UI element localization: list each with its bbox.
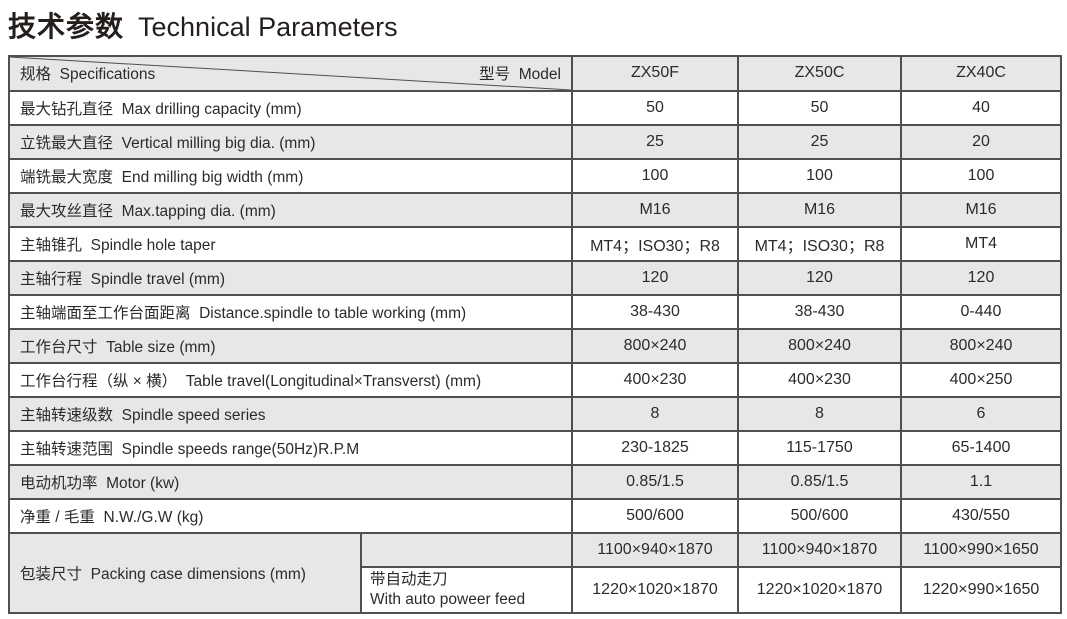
row-label: 主轴行程 Spindle travel (mm)	[8, 259, 573, 296]
cell-value: 1100×940×1870	[737, 531, 902, 568]
model-column-header-zx40c: ZX40C	[900, 54, 1062, 92]
cell-value: 120	[571, 259, 739, 296]
row-label: 工作台行程（纵 × 横） Table travel(Longitudinal×T…	[8, 361, 573, 398]
row-label: 最大钻孔直径 Max drilling capacity (mm)	[8, 89, 573, 126]
cell-value: 400×230	[737, 361, 902, 398]
cell-value: 6	[900, 395, 1062, 432]
table-row-max-drilling: 最大钻孔直径 Max drilling capacity (mm) 50 50 …	[8, 89, 1062, 126]
cell-value: 20	[900, 123, 1062, 160]
table-row-packing-autofeed: 带自动走刀 With auto poweer feed 1220×1020×18…	[9, 565, 1062, 614]
cell-value: 0.85/1.5	[737, 463, 902, 500]
table-row-speed-range: 主轴转速范围 Spindle speeds range(50Hz)R.P.M 2…	[8, 429, 1062, 466]
cell-value: 40	[900, 89, 1062, 126]
cell-value: 1220×1020×1870	[737, 565, 902, 614]
cell-value: 1100×940×1870	[571, 531, 739, 568]
row-label: 净重 / 毛重 N.W./G.W (kg)	[8, 497, 573, 534]
cell-value: 120	[900, 259, 1062, 296]
cell-value: 500/600	[737, 497, 902, 534]
table-row-speed-series: 主轴转速级数 Spindle speed series 8 8 6	[8, 395, 1062, 432]
cell-value: 1220×1020×1870	[571, 565, 739, 614]
row-label: 主轴锥孔 Spindle hole taper	[8, 225, 573, 262]
model-column-header-zx50c: ZX50C	[737, 54, 902, 92]
table-row-weight: 净重 / 毛重 N.W./G.W (kg) 500/600 500/600 43…	[8, 497, 1062, 534]
packing-row-label: 包装尺寸 Packing case dimensions (mm)	[8, 531, 362, 614]
table-row-motor: 电动机功率 Motor (kw) 0.85/1.5 0.85/1.5 1.1	[8, 463, 1062, 500]
row-label: 工作台尺寸 Table size (mm)	[8, 327, 573, 364]
cell-value: 50	[571, 89, 739, 126]
cell-value: 100	[571, 157, 739, 194]
cell-value: 120	[737, 259, 902, 296]
row-label: 主轴端面至工作台面距离 Distance.spindle to table wo…	[8, 293, 573, 330]
row-label: 主轴转速范围 Spindle speeds range(50Hz)R.P.M	[8, 429, 573, 466]
model-column-header-zx50f: ZX50F	[571, 54, 739, 92]
table-row-table-size: 工作台尺寸 Table size (mm) 800×240 800×240 80…	[8, 327, 1062, 364]
row-label: 主轴转速级数 Spindle speed series	[8, 395, 573, 432]
row-label: 端铣最大宽度 End milling big width (mm)	[8, 157, 573, 194]
specifications-label: 规格 Specifications	[20, 66, 156, 84]
cell-value: 100	[737, 157, 902, 194]
cell-value: M16	[737, 191, 902, 228]
packing-standard-sublabel-empty	[360, 531, 573, 568]
cell-value: M16	[900, 191, 1062, 228]
cell-value: 0.85/1.5	[571, 463, 739, 500]
cell-value: MT4	[900, 225, 1062, 262]
cell-value: 1.1	[900, 463, 1062, 500]
corner-cell: 规格 Specifications 型号 Model	[8, 54, 573, 92]
packing-autofeed-sublabel-en: With auto poweer feed	[370, 590, 526, 608]
cell-value: MT4；ISO30；R8	[737, 225, 902, 262]
cell-value: 1100×990×1650	[900, 531, 1062, 568]
table-row-spindle-taper: 主轴锥孔 Spindle hole taper MT4；ISO30；R8 MT4…	[8, 225, 1062, 262]
table-row-packing-standard: 包装尺寸 Packing case dimensions (mm) 1100×9…	[8, 531, 1062, 614]
row-label: 立铣最大直径 Vertical milling big dia. (mm)	[8, 123, 573, 160]
cell-value: 8	[571, 395, 739, 432]
model-label: 型号 Model	[479, 66, 561, 84]
packing-autofeed-sublabel: 带自动走刀 With auto poweer feed	[360, 565, 573, 614]
table-header-row: 规格 Specifications 型号 Model ZX50F ZX50C Z…	[8, 54, 1062, 92]
cell-value: 8	[737, 395, 902, 432]
diagonal-line	[10, 57, 571, 90]
page-title-zh: 技术参数	[8, 11, 125, 42]
cell-value: 800×240	[571, 327, 739, 364]
page-title: 技术参数 Technical Parameters	[8, 10, 1060, 44]
cell-value: 115-1750	[737, 429, 902, 466]
cell-value: 400×250	[900, 361, 1062, 398]
cell-value: 230-1825	[571, 429, 739, 466]
cell-value: 25	[737, 123, 902, 160]
cell-value: 430/550	[900, 497, 1062, 534]
cell-value: 100	[900, 157, 1062, 194]
page-title-en: Technical Parameters	[138, 12, 398, 42]
table-row-spindle-travel: 主轴行程 Spindle travel (mm) 120 120 120	[8, 259, 1062, 296]
cell-value: 800×240	[900, 327, 1062, 364]
cell-value: 65-1400	[900, 429, 1062, 466]
cell-value: 1220×990×1650	[900, 565, 1062, 614]
cell-value: 38-430	[571, 293, 739, 330]
cell-value: 800×240	[737, 327, 902, 364]
cell-value: 50	[737, 89, 902, 126]
table-row-spindle-to-table: 主轴端面至工作台面距离 Distance.spindle to table wo…	[8, 293, 1062, 330]
cell-value: 38-430	[737, 293, 902, 330]
technical-parameters-table: 规格 Specifications 型号 Model ZX50F ZX50C Z…	[8, 54, 1062, 614]
table-row-end-milling: 端铣最大宽度 End milling big width (mm) 100 10…	[8, 157, 1062, 194]
cell-value: 25	[571, 123, 739, 160]
cell-value: 400×230	[571, 361, 739, 398]
cell-value: 0-440	[900, 293, 1062, 330]
cell-value: M16	[571, 191, 739, 228]
row-label: 电动机功率 Motor (kw)	[8, 463, 573, 500]
cell-value: MT4；ISO30；R8	[571, 225, 739, 262]
row-label: 最大攻丝直径 Max.tapping dia. (mm)	[8, 191, 573, 228]
table-row-max-tapping: 最大攻丝直径 Max.tapping dia. (mm) M16 M16 M16	[8, 191, 1062, 228]
table-row-table-travel: 工作台行程（纵 × 横） Table travel(Longitudinal×T…	[8, 361, 1062, 398]
packing-autofeed-sublabel-zh: 带自动走刀	[370, 570, 448, 588]
table-row-vertical-milling: 立铣最大直径 Vertical milling big dia. (mm) 25…	[8, 123, 1062, 160]
cell-value: 500/600	[571, 497, 739, 534]
